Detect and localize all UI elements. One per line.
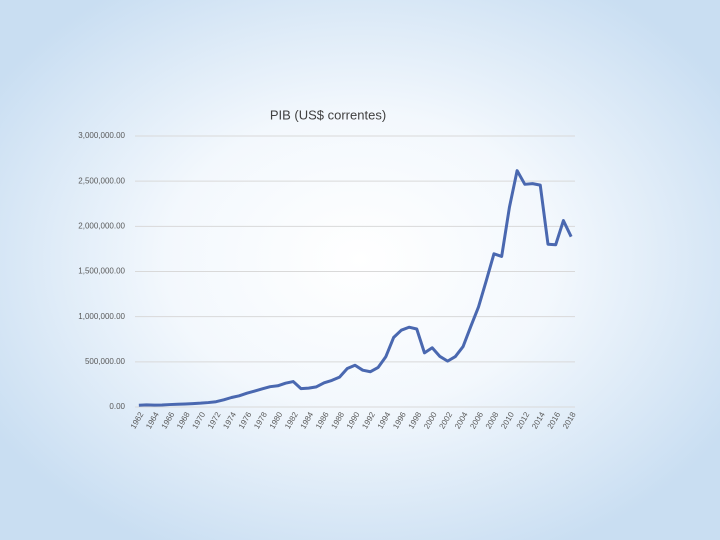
x-tick-label: 1994 [376, 410, 393, 430]
x-tick-label: 2018 [561, 410, 578, 430]
x-tick-label: 2008 [484, 410, 501, 430]
x-tick-label: 1996 [391, 410, 408, 430]
x-tick-label: 2004 [453, 410, 470, 430]
x-tick-label: 1990 [345, 410, 362, 430]
x-tick-label: 1968 [175, 410, 192, 430]
x-tick-label: 1998 [407, 410, 424, 430]
y-tick-label: 1,500,000.00 [78, 267, 125, 276]
x-tick-label: 1988 [329, 410, 346, 430]
y-tick-label: 1,000,000.00 [78, 312, 125, 321]
x-tick-label: 1974 [221, 410, 238, 430]
x-tick-label: 2012 [515, 410, 532, 430]
y-tick-label: 2,500,000.00 [78, 176, 125, 185]
x-tick-label: 1978 [252, 410, 269, 430]
x-tick-label: 1970 [190, 410, 207, 430]
x-tick-label: 1962 [129, 410, 146, 430]
x-tick-label: 1976 [237, 410, 254, 430]
y-tick-label: 3,000,000.00 [78, 131, 125, 140]
y-tick-label: 0.00 [109, 402, 125, 411]
y-tick-label: 2,000,000.00 [78, 221, 125, 230]
line-series [138, 169, 573, 407]
x-tick-label: 1980 [268, 410, 285, 430]
x-tick-label: 1966 [160, 410, 177, 430]
x-tick-label: 2010 [499, 410, 516, 430]
chart-title: PIB (US$ correntes) [270, 107, 386, 122]
x-tick-label: 2014 [530, 410, 547, 430]
x-tick-label: 1984 [299, 410, 316, 430]
x-tick-label: 2016 [546, 410, 563, 430]
x-tick-label: 2002 [437, 410, 454, 430]
y-tick-label: 500,000.00 [85, 357, 126, 366]
x-tick-label: 1972 [206, 410, 223, 430]
x-tick-label: 1964 [144, 410, 161, 430]
x-tick-label: 2006 [468, 410, 485, 430]
x-tick-label: 2000 [422, 410, 439, 430]
x-tick-label: 1986 [314, 410, 331, 430]
x-tick-label: 1992 [360, 410, 377, 430]
x-tick-label: 1982 [283, 410, 300, 430]
